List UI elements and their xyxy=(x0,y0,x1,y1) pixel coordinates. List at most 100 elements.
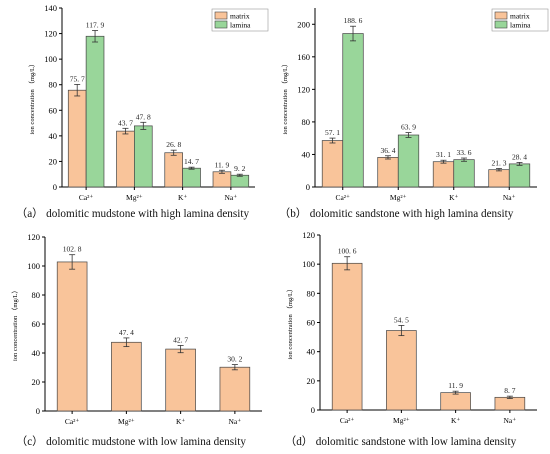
category-label: Ca²⁺ xyxy=(340,416,355,425)
data-label: 11. 9 xyxy=(448,381,463,390)
y-tick-label: 20 xyxy=(307,376,316,386)
data-label: 42. 7 xyxy=(173,335,188,344)
y-tick-label: 200 xyxy=(297,19,310,29)
bar xyxy=(182,167,201,188)
data-label: 14. 7 xyxy=(184,157,199,166)
bar xyxy=(488,169,510,188)
bar xyxy=(342,33,364,188)
data-label: 47. 4 xyxy=(119,328,134,337)
legend-label: matrix xyxy=(510,12,530,21)
bar xyxy=(494,396,526,411)
bar xyxy=(56,261,88,412)
chart-c-caption: （c） dolomitic mudstone with low lamina d… xyxy=(16,436,246,448)
legend-swatch xyxy=(494,20,508,29)
chart-a-caption: （a） dolomitic mudstone with high lamina … xyxy=(16,208,250,220)
chart-panel-d: 0 20 40 60 80 100 120 ion concentration （mg/L） 1… xyxy=(275,227,550,454)
y-tick-label: 120 xyxy=(302,230,315,240)
chart-panel-a: 0 20 40 60 80 100 120 140 ion concentration （mg/… xyxy=(0,0,275,227)
y-tick-label: 100 xyxy=(44,54,57,64)
category-label: Na⁺ xyxy=(504,416,517,425)
y-axis-label: ion concentration （mg/L） xyxy=(286,285,294,359)
category-label: Ca²⁺ xyxy=(335,193,350,202)
data-label: 100. 6 xyxy=(338,247,357,256)
y-tick-label: 80 xyxy=(302,117,311,127)
chart-d-svg: 0 20 40 60 80 100 120 ion concentration （mg/L） 1… xyxy=(286,230,537,425)
bar xyxy=(67,89,87,188)
category-label: K⁺ xyxy=(176,417,185,426)
category-label: Ca²⁺ xyxy=(79,193,94,202)
category-label: Mg²⁺ xyxy=(393,416,410,425)
y-tick-label: 20 xyxy=(32,377,41,387)
chart-b-caption: （b） dolomitic sandstone with high lamina… xyxy=(279,208,514,220)
chart-c-svg: 0 20 40 60 80 100 120 ion concentration （mg/L） 1… xyxy=(11,232,262,426)
y-tick-label: 40 xyxy=(302,149,311,159)
y-tick-label: 140 xyxy=(44,3,57,13)
bar xyxy=(432,161,455,188)
data-label: 8. 7 xyxy=(504,386,516,395)
category-label: K⁺ xyxy=(449,193,458,202)
bar xyxy=(321,140,344,188)
category-label: Mg²⁺ xyxy=(390,193,407,202)
y-tick-label: 40 xyxy=(32,348,41,358)
data-label: 54. 5 xyxy=(394,315,409,324)
chart-b-svg: 0 40 80 120 160 200 ion concentration （mg/L） 57… xyxy=(281,8,549,202)
bar xyxy=(453,159,475,188)
bar xyxy=(219,366,251,412)
chart-a-svg: 0 20 40 60 80 100 120 140 ion concentration （mg/… xyxy=(28,3,269,202)
category-label: Ca²⁺ xyxy=(65,417,80,426)
bar xyxy=(397,134,420,188)
data-label: 28. 4 xyxy=(512,152,527,161)
data-label: 102. 8 xyxy=(63,245,82,254)
data-label: 33. 6 xyxy=(457,148,472,157)
y-tick-label: 100 xyxy=(302,259,315,269)
bar xyxy=(165,348,196,412)
y-tick-label: 40 xyxy=(307,347,316,357)
legend-label: lamina xyxy=(510,21,531,30)
y-tick-label: 60 xyxy=(307,318,316,328)
data-label: 47. 8 xyxy=(136,112,151,121)
y-tick-label: 80 xyxy=(307,288,316,298)
data-label: 30. 2 xyxy=(227,355,242,364)
category-label: K⁺ xyxy=(451,416,460,425)
bar xyxy=(212,171,232,188)
data-label: 26. 8 xyxy=(166,140,181,149)
chart-d-caption: （d） dolomitic sandstone with low lamina … xyxy=(285,436,517,448)
y-tick-label: 60 xyxy=(49,105,58,115)
y-tick-label: 0 xyxy=(36,406,40,416)
bar xyxy=(85,35,105,188)
y-axis-label: ion concentration （mg/L） xyxy=(11,287,19,361)
y-tick-label: 120 xyxy=(27,232,40,242)
data-label: 43. 7 xyxy=(118,118,133,127)
y-tick-label: 80 xyxy=(49,80,58,90)
bar xyxy=(111,341,142,412)
bar xyxy=(386,330,417,411)
y-tick-label: 60 xyxy=(32,319,41,329)
y-tick-label: 80 xyxy=(32,290,41,300)
data-label: 11. 9 xyxy=(215,160,230,169)
chart-panel-b: 0 40 80 120 160 200 ion concentration （mg/L） 57… xyxy=(275,0,550,227)
y-axis-label: ion concentration （mg/L） xyxy=(28,60,36,134)
category-label: K⁺ xyxy=(178,193,187,202)
data-label: 21. 3 xyxy=(491,158,506,167)
y-tick-label: 40 xyxy=(49,131,58,141)
category-label: Na⁺ xyxy=(225,193,238,202)
bar xyxy=(508,163,531,188)
bar xyxy=(230,174,250,188)
data-label: 75. 7 xyxy=(70,74,85,83)
y-axis-label: ion concentration （mg/L） xyxy=(281,60,289,134)
bar xyxy=(134,125,153,188)
data-label: 63. 9 xyxy=(401,123,416,132)
y-tick-label: 0 xyxy=(306,182,310,192)
y-tick-label: 0 xyxy=(311,405,315,415)
category-label: Na⁺ xyxy=(503,193,516,202)
category-label: Na⁺ xyxy=(229,417,242,426)
legend-swatch xyxy=(214,11,228,20)
legend-label: lamina xyxy=(230,21,251,30)
legend-swatch xyxy=(494,11,508,20)
bar xyxy=(331,262,363,411)
bar xyxy=(377,157,399,188)
y-tick-label: 20 xyxy=(49,156,58,166)
y-tick-label: 120 xyxy=(297,84,310,94)
y-tick-label: 0 xyxy=(53,182,57,192)
bar xyxy=(116,130,135,188)
